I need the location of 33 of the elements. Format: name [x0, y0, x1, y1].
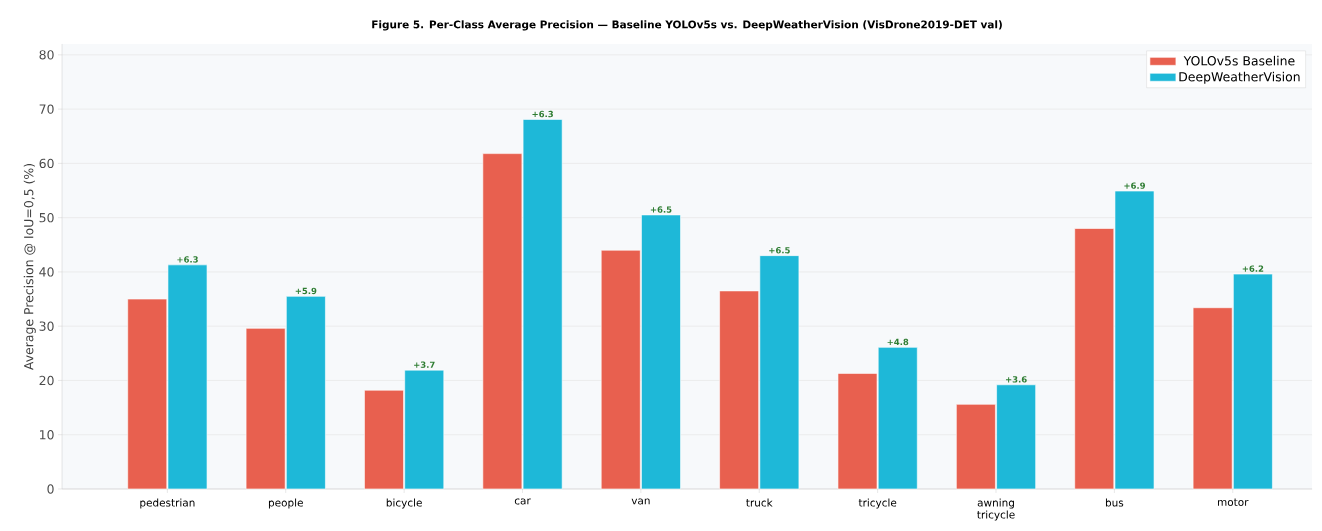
x-tick-label: tricycle	[858, 498, 897, 509]
annotation: +6.9	[1124, 182, 1146, 189]
x-tick-label: truck	[746, 498, 773, 507]
x-tick-label: awning tricycle	[977, 498, 1015, 521]
annotation: +6.5	[650, 206, 672, 213]
annotation: +4.8	[887, 338, 909, 346]
annotation: +6.2	[1242, 265, 1264, 272]
y-tick-label: 10	[40, 430, 54, 440]
x-tick-label: van	[631, 498, 650, 505]
y-tick-label: 0	[47, 484, 54, 494]
y-tick-label: 70	[39, 104, 54, 114]
legend-label: DeepWeatherVision	[1179, 71, 1300, 84]
y-axis-title: Average Precision @ IoU=0,5 (%)	[23, 163, 36, 370]
y-tick-label: 50	[39, 212, 54, 223]
x-tick-label: car	[514, 498, 531, 505]
y-tick-label: 60	[39, 158, 54, 169]
x-tick-label: bicycle	[386, 498, 422, 509]
annotation: +3.6	[1005, 376, 1027, 383]
chart-title: Figure 5. Per-Class Average Precision — Baseline YOLOv5s vs. DeepWeatherVision (VisDrone2019-DET val)	[372, 20, 1002, 31]
y-tick-label: 20	[39, 375, 54, 386]
x-tick-label: bus	[1105, 498, 1124, 507]
annotation: +3.7	[414, 361, 435, 368]
annotation: +5.9	[295, 287, 317, 295]
annotation: +6.5	[769, 247, 790, 254]
x-tick-label: people	[268, 498, 303, 509]
legend-label: YOLOv5s Baseline	[1183, 55, 1295, 66]
x-tick-label: motor	[1218, 498, 1249, 506]
annotation: +6.3	[177, 256, 198, 263]
y-tick-label: 40	[39, 267, 54, 277]
x-tick-label: pedestrian	[140, 498, 195, 509]
y-tick-label: 30	[39, 321, 54, 331]
y-tick-label: 80	[39, 50, 54, 60]
annotation: +6.3	[532, 110, 553, 118]
